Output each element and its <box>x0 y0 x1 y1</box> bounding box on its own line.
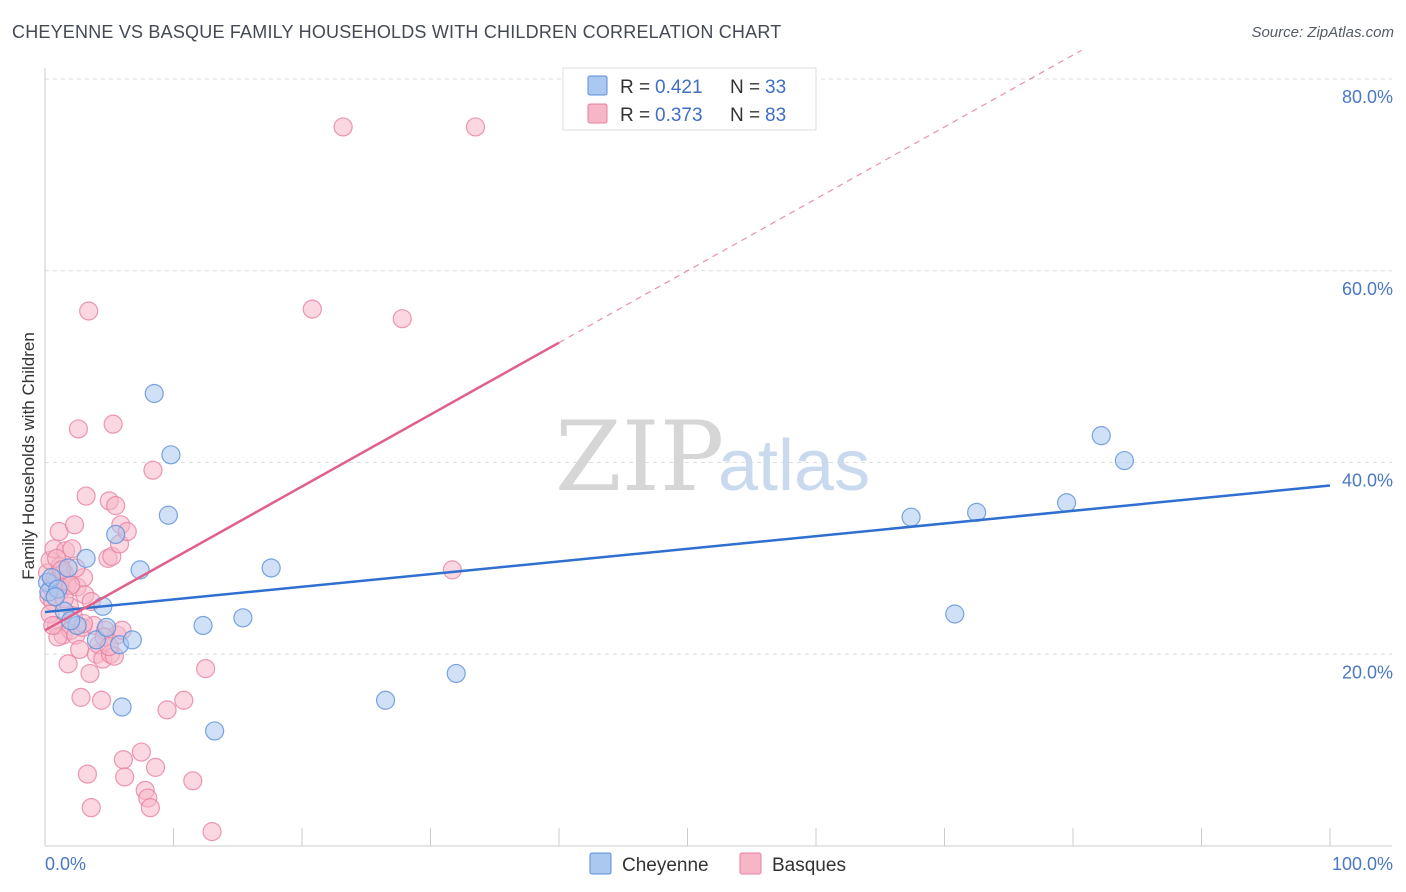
cheyenne-point <box>1056 493 1077 513</box>
cheyenne-point <box>261 558 281 578</box>
cheyenne-point <box>193 615 213 636</box>
y-tick-label: 60.0% <box>1342 279 1393 299</box>
basques-point <box>113 750 133 770</box>
basques-point <box>106 496 126 516</box>
cheyenne-point <box>205 721 225 741</box>
watermark: ZIP atlas <box>555 401 870 513</box>
watermark-atlas: atlas <box>718 426 870 506</box>
bottom-legend-label-basques: Basques <box>772 855 846 876</box>
basques-point <box>76 486 96 506</box>
legend-r-label-basques: R = <box>620 105 650 126</box>
cheyenne-point <box>86 630 107 650</box>
cheyenne-point <box>1114 450 1135 471</box>
cheyenne-point <box>233 608 253 628</box>
basques-point <box>143 460 163 480</box>
basques-point <box>392 309 412 329</box>
basques-point <box>115 767 135 787</box>
basques-point <box>71 687 91 707</box>
legend-r-label-cheyenne: R = <box>620 77 650 98</box>
basques-point <box>157 700 177 720</box>
basques-point <box>465 117 486 137</box>
basques-point <box>58 654 78 674</box>
cheyenne-point <box>901 507 921 527</box>
cheyenne-point <box>106 524 126 545</box>
y-tick-label: 40.0% <box>1342 471 1393 491</box>
source-label: Source: ZipAtlas.com <box>1251 24 1394 41</box>
cheyenne-point <box>45 587 65 607</box>
x-tick-label-max: 100.0% <box>1332 854 1393 874</box>
points-layer <box>37 117 1135 842</box>
y-tick-label: 20.0% <box>1342 662 1393 682</box>
cheyenne-point <box>1091 426 1111 446</box>
y-axis-title: Family Households with Children <box>19 332 38 580</box>
watermark-zip: ZIP <box>555 401 724 513</box>
cheyenne-point <box>446 663 466 684</box>
legend-n-value-basques: 83 <box>765 105 786 126</box>
basques-point <box>103 414 123 434</box>
bottom-legend-swatch-basques <box>739 852 762 875</box>
legend-r-value-basques: 0.373 <box>655 105 703 126</box>
basques-point <box>145 757 166 777</box>
cheyenne-point <box>945 604 965 624</box>
cheyenne-point <box>158 505 178 525</box>
cheyenne-point <box>375 690 396 710</box>
y-tick-label: 80.0% <box>1342 87 1393 107</box>
basques-point <box>302 299 322 319</box>
cheyenne-point <box>58 558 78 578</box>
cheyenne-point <box>122 630 142 650</box>
basques-point <box>77 764 98 784</box>
basques-point <box>174 690 194 710</box>
bottom-legend-swatch-cheyenne <box>589 852 612 875</box>
cheyenne-point <box>112 697 132 717</box>
basques-point <box>183 771 203 791</box>
cheyenne-point <box>144 383 164 404</box>
chart-title: CHEYENNE VS BASQUE FAMILY HOUSEHOLDS WIT… <box>12 22 782 42</box>
cheyenne-trend-line <box>44 484 1331 614</box>
basques-point <box>81 798 101 818</box>
cheyenne-point <box>161 445 181 465</box>
basques-point <box>91 690 112 710</box>
basques-point <box>70 639 90 660</box>
basques-point <box>80 663 100 684</box>
basques-point <box>140 798 160 818</box>
cheyenne-point <box>97 617 117 638</box>
legend: R = 0.421 N = 33 R = 0.373 N = 83 <box>562 67 817 131</box>
grid-layer <box>45 78 1392 655</box>
basques-point <box>131 742 151 762</box>
basques-point <box>202 822 222 842</box>
legend-n-value-cheyenne: 33 <box>765 77 786 98</box>
trend-layer <box>44 49 1331 632</box>
legend-r-value-cheyenne: 0.421 <box>655 77 703 98</box>
bottom-legend-label-cheyenne: Cheyenne <box>622 855 709 876</box>
basques-point <box>68 419 89 439</box>
basques-point <box>442 560 462 580</box>
basques-point <box>333 117 353 137</box>
cheyenne-point <box>76 548 96 568</box>
basques-point <box>196 659 216 679</box>
basques-point <box>64 515 85 535</box>
basques-point <box>79 301 99 321</box>
legend-n-label-cheyenne: N = <box>730 77 760 98</box>
axis-layer: 20.0% 40.0% 60.0% 80.0% 0.0% 100.0% <box>44 68 1393 874</box>
basques-point <box>62 539 82 559</box>
bottom-legend: Cheyenne Basques <box>589 852 846 876</box>
basques-trend-extension <box>558 49 1082 344</box>
legend-swatch-basques <box>587 103 608 124</box>
x-tick-label-min: 0.0% <box>45 854 86 874</box>
basques-trend-line <box>44 341 560 632</box>
legend-swatch-cheyenne <box>587 75 608 96</box>
legend-n-label-basques: N = <box>730 105 760 126</box>
